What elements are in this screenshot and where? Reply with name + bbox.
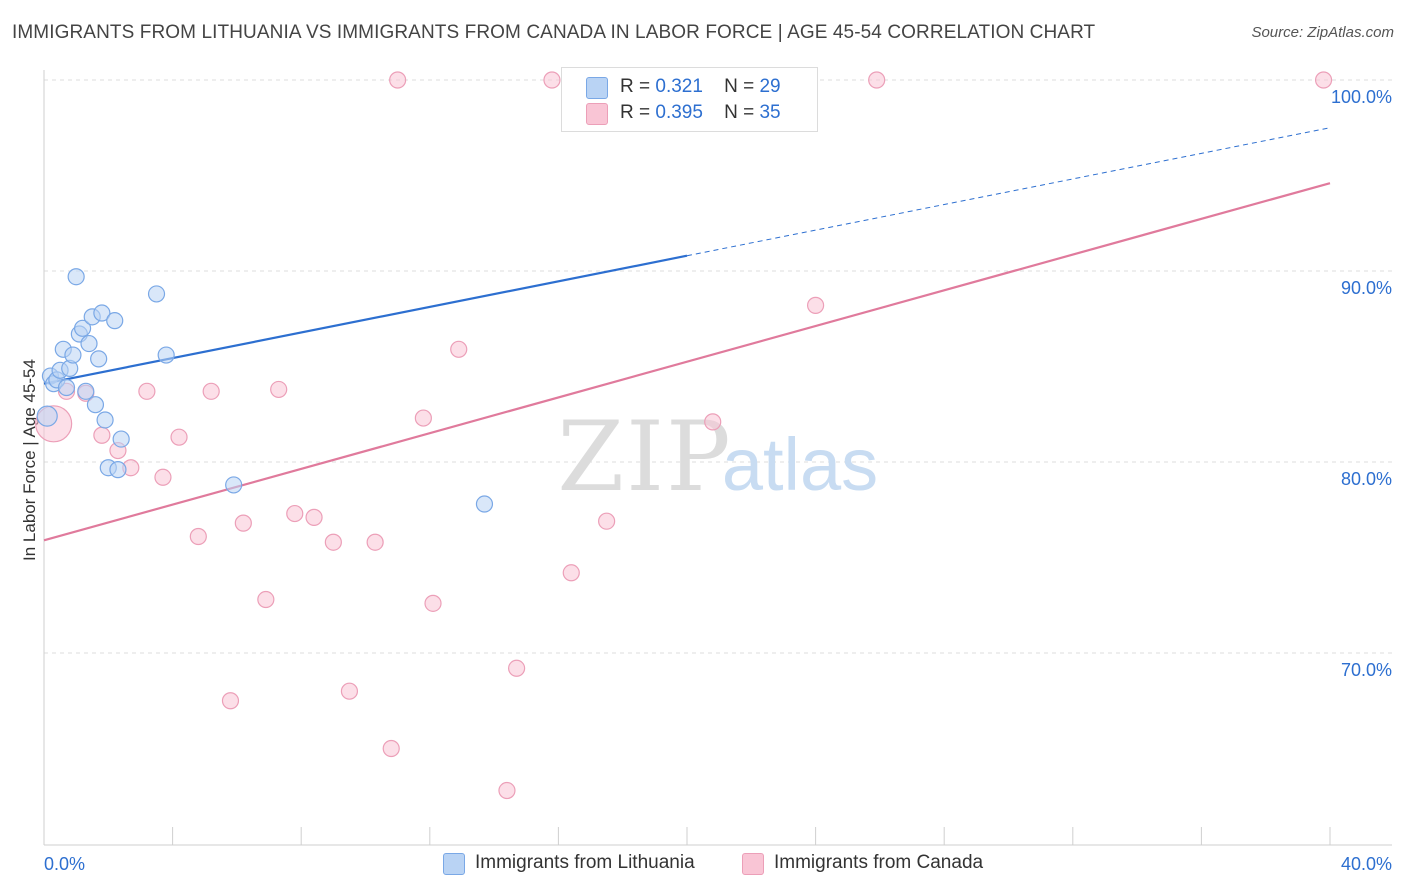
point-lithuania: [112, 430, 130, 448]
point-canada: [598, 512, 616, 530]
point-canada: [324, 533, 342, 551]
legend-r-label: R =: [620, 76, 651, 97]
point-lithuania: [77, 382, 95, 400]
point-canada: [93, 426, 111, 444]
y-tick-label: 80.0%: [1341, 469, 1392, 489]
legend-n-value: 29: [759, 76, 781, 97]
legend-n-value: 35: [759, 102, 781, 123]
trend-line-lithuania-extension: [686, 127, 1331, 257]
point-canada: [138, 382, 156, 400]
point-canada: [382, 739, 400, 758]
point-lithuania: [106, 312, 124, 330]
legend-r-value: 0.321: [655, 76, 703, 97]
axes: [43, 70, 1392, 846]
series-legend-swatch-canada: [742, 853, 764, 875]
point-lithuania: [73, 319, 92, 337]
point-lithuania: [64, 346, 82, 364]
legend-swatch-lithuania: [586, 77, 608, 99]
watermark-zip: ZIP: [557, 401, 732, 513]
point-lithuania: [36, 405, 58, 427]
point-lithuania: [93, 304, 111, 322]
x-tick-labels: 0.0% 40.0%: [44, 854, 1392, 874]
point-canada: [221, 692, 240, 710]
point-canada: [868, 71, 886, 89]
point-canada: [286, 504, 304, 523]
point-lithuania: [67, 268, 85, 286]
point-canada: [806, 296, 825, 314]
y-tick-labels: 70.0% 80.0% 90.0% 100.0%: [1331, 87, 1392, 680]
point-canada: [257, 590, 275, 609]
legend-r-label: R =: [620, 102, 651, 123]
point-lithuania: [157, 346, 175, 364]
series-legend-swatch-lithuania: [443, 853, 465, 875]
x-tick-label-max: 40.0%: [1341, 854, 1392, 874]
point-canada: [389, 71, 407, 89]
y-tick-label: 100.0%: [1331, 87, 1392, 107]
legend-swatch-canada: [586, 103, 608, 125]
point-canada: [234, 514, 252, 532]
point-canada: [305, 508, 323, 526]
point-canada: [414, 409, 432, 427]
point-canada: [366, 533, 384, 551]
point-lithuania: [57, 378, 76, 397]
point-lithuania: [96, 411, 114, 429]
trend-lines: [43, 127, 1331, 542]
point-canada: [270, 380, 288, 399]
series-legend-label: Immigrants from Canada: [774, 852, 984, 873]
x-tick-label-min: 0.0%: [44, 854, 85, 874]
point-canada: [450, 340, 468, 358]
legend-r-value: 0.395: [655, 102, 703, 123]
point-canada: [189, 527, 207, 546]
point-canada: [154, 468, 172, 486]
point-canada: [543, 71, 561, 89]
point-lithuania: [90, 350, 108, 368]
point-lithuania: [225, 476, 243, 494]
point-canada: [202, 382, 220, 400]
trend-line-lithuania: [43, 254, 688, 385]
point-lithuania: [86, 396, 105, 414]
y-tick-label: 90.0%: [1341, 278, 1392, 298]
series-legend-label: Immigrants from Lithuania: [475, 852, 695, 873]
y-tick-label: 70.0%: [1341, 660, 1392, 680]
gridlines: [44, 79, 1395, 654]
point-canada: [170, 428, 188, 446]
point-canada: [498, 781, 516, 800]
watermark-atlas: atlas: [722, 423, 878, 506]
chart-title: IMMIGRANTS FROM LITHUANIA VS IMMIGRANTS …: [12, 22, 1096, 43]
point-canada: [340, 682, 359, 700]
point-lithuania: [109, 461, 127, 479]
point-canada: [562, 564, 580, 582]
point-canada: [424, 594, 442, 612]
point-canada: [508, 659, 526, 677]
trend-line-canada: [43, 182, 1331, 542]
legend-n-label: N =: [724, 102, 755, 123]
point-canada: [704, 413, 722, 431]
watermark: ZIP atlas: [557, 401, 878, 513]
point-lithuania: [80, 334, 98, 353]
point-canada: [1314, 71, 1333, 89]
legend-n-label: N =: [724, 76, 755, 97]
source-label: Source: ZipAtlas.com: [1251, 24, 1394, 41]
point-lithuania: [475, 495, 494, 513]
correlation-legend: R = 0.321 N = 29 R = 0.395 N = 35: [561, 67, 818, 132]
point-lithuania: [147, 285, 166, 303]
